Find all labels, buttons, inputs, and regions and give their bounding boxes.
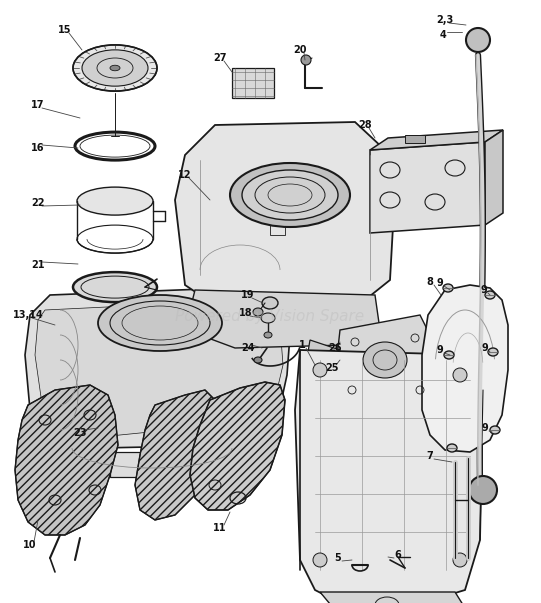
- Text: 9: 9: [437, 278, 444, 288]
- Bar: [270, 225, 285, 235]
- Ellipse shape: [466, 28, 490, 52]
- Ellipse shape: [262, 297, 278, 309]
- Polygon shape: [135, 390, 218, 520]
- Ellipse shape: [77, 187, 153, 215]
- Ellipse shape: [443, 284, 453, 292]
- Text: 28: 28: [358, 120, 372, 130]
- Polygon shape: [295, 350, 483, 603]
- Polygon shape: [370, 130, 503, 150]
- Ellipse shape: [313, 553, 327, 567]
- Polygon shape: [422, 285, 508, 452]
- Text: Powered by Vision Spare: Powered by Vision Spare: [175, 309, 365, 323]
- Polygon shape: [35, 300, 283, 440]
- Text: 22: 22: [31, 198, 45, 208]
- Text: 8: 8: [426, 277, 433, 287]
- Ellipse shape: [485, 291, 495, 299]
- Ellipse shape: [447, 444, 457, 452]
- Ellipse shape: [453, 553, 467, 567]
- Bar: [405, 135, 425, 143]
- Ellipse shape: [253, 308, 263, 316]
- Ellipse shape: [469, 476, 497, 504]
- Text: 15: 15: [58, 25, 72, 35]
- Polygon shape: [190, 382, 285, 510]
- Text: 4: 4: [440, 30, 446, 40]
- Ellipse shape: [261, 313, 275, 323]
- Text: 2,3: 2,3: [437, 15, 453, 25]
- Bar: [110, 452, 145, 477]
- Polygon shape: [485, 130, 503, 225]
- Text: 9: 9: [481, 343, 489, 353]
- Text: 9: 9: [480, 285, 487, 295]
- Polygon shape: [25, 287, 290, 448]
- Ellipse shape: [82, 50, 148, 86]
- Text: 6: 6: [394, 550, 401, 560]
- Polygon shape: [15, 385, 118, 535]
- Ellipse shape: [444, 351, 454, 359]
- Text: 18: 18: [239, 308, 253, 318]
- Ellipse shape: [98, 295, 222, 351]
- Text: 1: 1: [299, 340, 305, 350]
- Polygon shape: [305, 340, 340, 385]
- Ellipse shape: [490, 426, 500, 434]
- Text: 20: 20: [293, 45, 307, 55]
- Ellipse shape: [110, 65, 120, 71]
- Ellipse shape: [488, 348, 498, 356]
- Ellipse shape: [254, 357, 262, 363]
- Text: 27: 27: [213, 53, 227, 63]
- Polygon shape: [320, 592, 465, 603]
- Text: 11: 11: [213, 523, 227, 533]
- Ellipse shape: [363, 342, 407, 378]
- Text: 9: 9: [481, 423, 489, 433]
- Text: 17: 17: [31, 100, 45, 110]
- Polygon shape: [335, 315, 435, 405]
- Text: 12: 12: [178, 170, 192, 180]
- Text: 10: 10: [23, 540, 37, 550]
- Text: 24: 24: [241, 343, 255, 353]
- Polygon shape: [190, 290, 380, 348]
- Polygon shape: [370, 142, 485, 233]
- Text: 7: 7: [427, 451, 433, 461]
- Text: 19: 19: [241, 290, 255, 300]
- Ellipse shape: [453, 368, 467, 382]
- Ellipse shape: [73, 272, 157, 302]
- Text: 16: 16: [31, 143, 45, 153]
- Ellipse shape: [230, 163, 350, 227]
- Text: 21: 21: [31, 260, 45, 270]
- Bar: [232, 68, 274, 98]
- Ellipse shape: [242, 170, 338, 220]
- Polygon shape: [175, 122, 395, 305]
- Text: 26: 26: [328, 343, 342, 353]
- Ellipse shape: [301, 55, 311, 65]
- Text: 5: 5: [335, 553, 341, 563]
- Ellipse shape: [313, 363, 327, 377]
- Text: 25: 25: [325, 363, 339, 373]
- Ellipse shape: [264, 332, 272, 338]
- Ellipse shape: [73, 45, 157, 91]
- Text: 9: 9: [437, 345, 444, 355]
- Text: 13,14: 13,14: [12, 310, 43, 320]
- Text: 23: 23: [73, 428, 87, 438]
